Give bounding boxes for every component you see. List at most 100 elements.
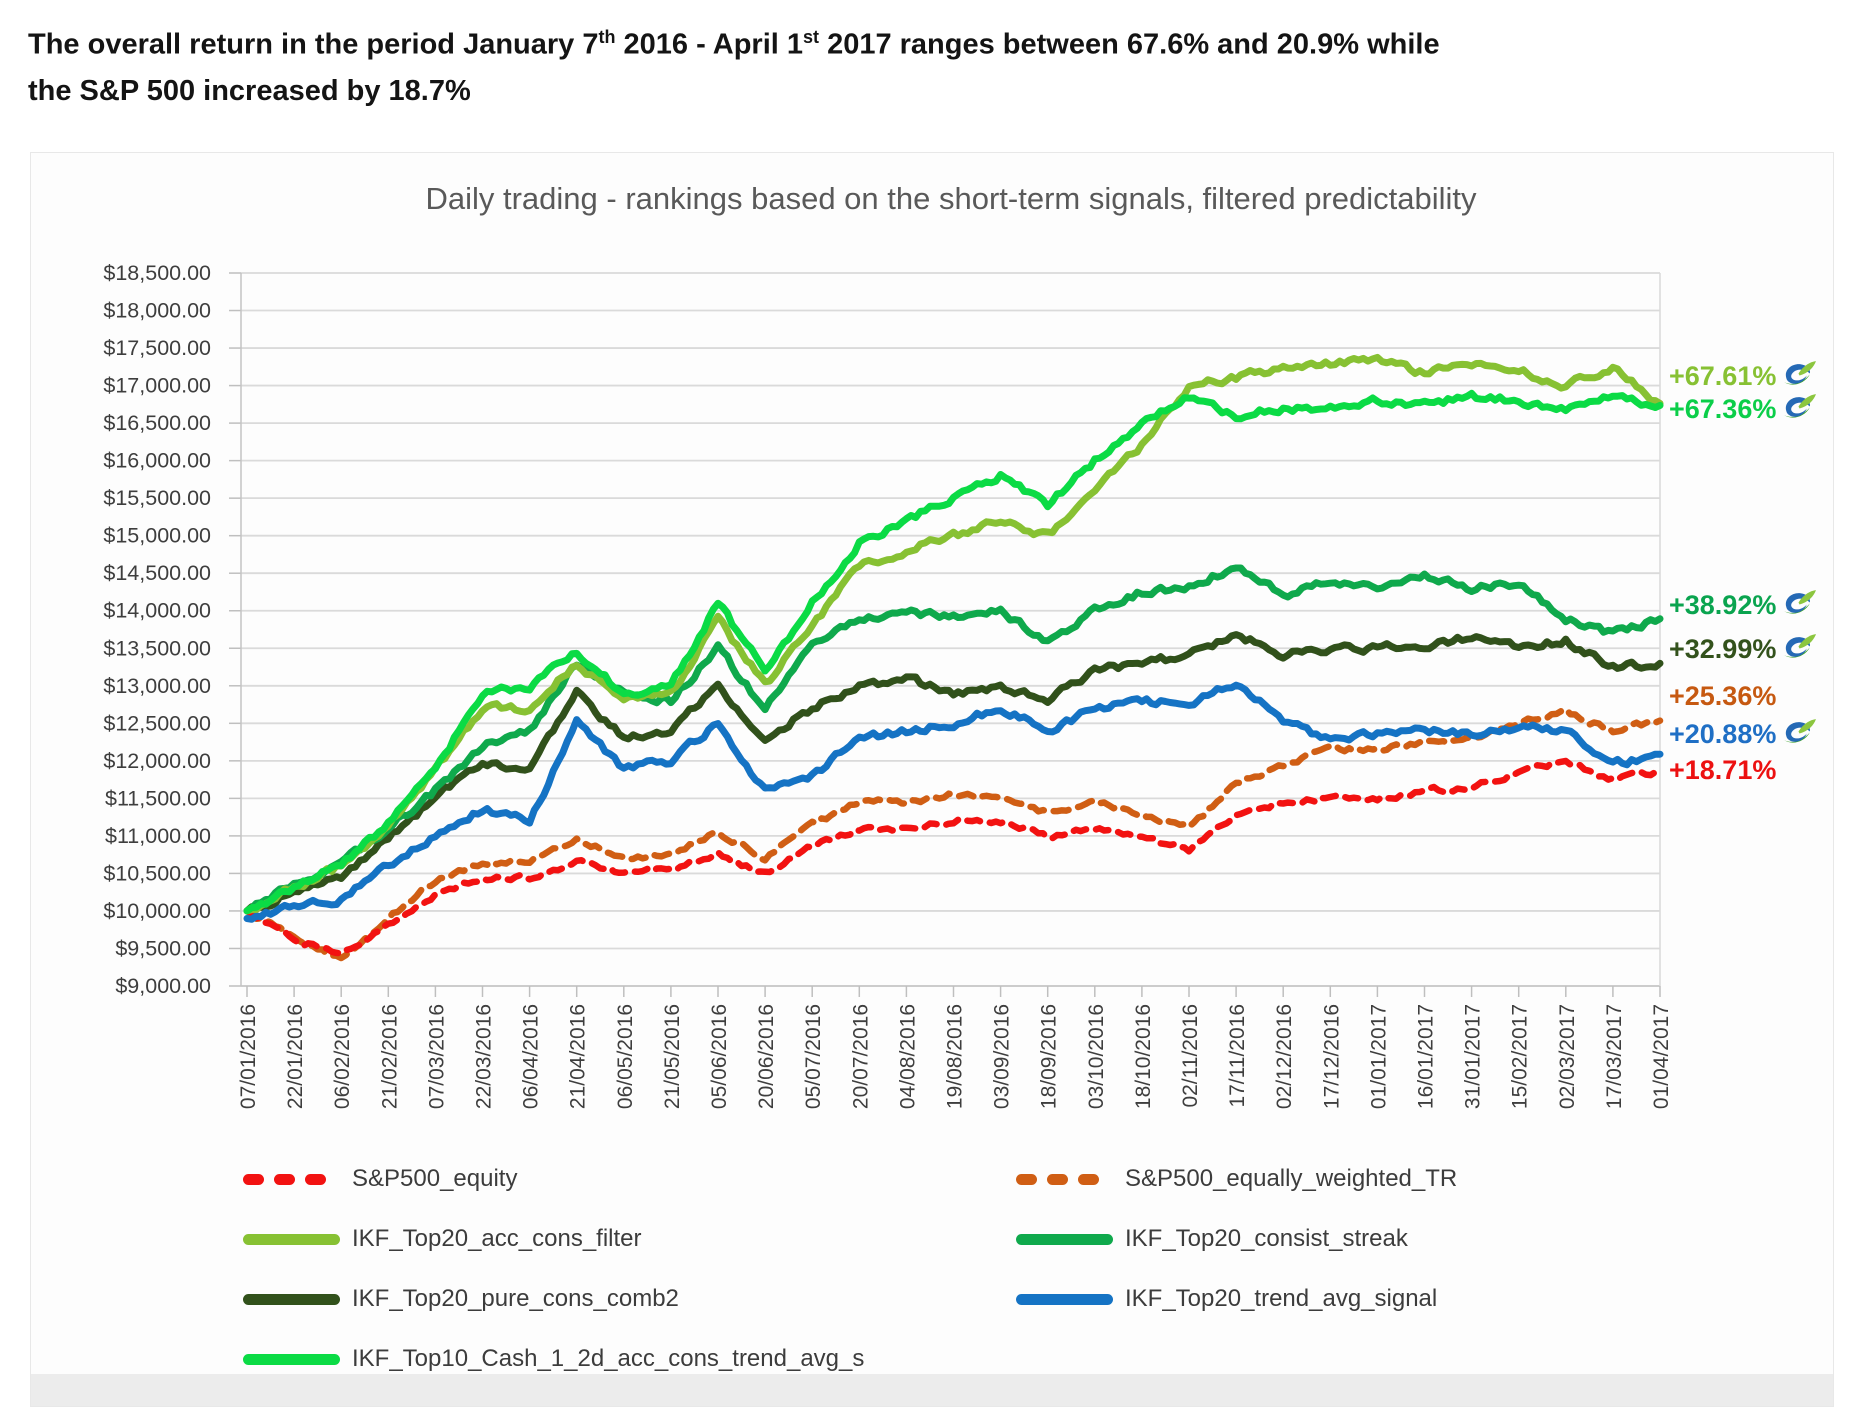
return-annotation-value: +18.71% (1669, 755, 1777, 785)
ikf-logo-icon (1783, 634, 1817, 658)
y-axis-label: $14,500.00 (103, 561, 211, 585)
x-axis-label: 05/07/2016 (802, 1004, 825, 1109)
legend-swatch (243, 1173, 340, 1185)
return-annotation-value: +32.99% (1669, 633, 1777, 664)
y-axis-label: $11,500.00 (105, 786, 211, 810)
x-axis-label: 07/03/2016 (425, 1004, 448, 1109)
x-axis-label: 02/03/2017 (1556, 1004, 1579, 1109)
legend-row: IKF_Top10_Cash_1_2d_acc_cons_trend_avg_s (243, 1329, 1723, 1389)
legend-row: IKF_Top20_pure_cons_comb2 IKF_Top20_tren… (243, 1269, 1723, 1329)
x-axis-label: 22/01/2016 (284, 1004, 307, 1109)
legend-swatch (243, 1233, 340, 1245)
chart-title: Daily trading - rankings based on the sh… (425, 181, 1477, 216)
legend-label: IKF_Top20_trend_avg_signal (1125, 1285, 1438, 1312)
return-annotation: +67.36% (1669, 393, 1817, 424)
series-line-IKF_Top20_trend_avg_signal (243, 681, 1664, 923)
return-annotation: +20.88% (1669, 718, 1817, 749)
legend-label: S&P500_equally_weighted_TR (1125, 1165, 1458, 1192)
x-axis-label: 01/04/2017 (1650, 1004, 1673, 1109)
legend: S&P500_equity S&P500_equally_weighted_TR… (243, 1149, 1723, 1389)
x-axis-label: 02/12/2016 (1273, 1004, 1296, 1109)
x-axis-label: 21/04/2016 (567, 1004, 590, 1109)
x-axis-label: 22/03/2016 (473, 1004, 496, 1109)
x-axis-label: 19/08/2016 (944, 1004, 967, 1109)
x-axis-label: 21/02/2016 (378, 1004, 401, 1109)
ikf-logo-icon (1783, 590, 1817, 614)
ikf-logo-icon (1783, 394, 1817, 418)
y-axis-label: $17,500.00 (103, 336, 211, 360)
series-line-S&P500_equity (243, 757, 1664, 957)
y-axis-label: $18,000.00 (103, 299, 211, 323)
legend-item: S&P500_equally_weighted_TR (1016, 1165, 1457, 1193)
x-axis-label: 17/03/2017 (1603, 1004, 1626, 1109)
y-axis-label: $12,500.00 (103, 711, 211, 735)
return-annotation-value: +67.61% (1669, 360, 1777, 391)
x-axis-label: 18/10/2016 (1132, 1004, 1155, 1109)
x-axis-label: 16/01/2017 (1415, 1004, 1438, 1109)
series-line-IKF_Top20_pure_cons_comb2 (243, 631, 1664, 915)
x-axis-label: 03/09/2016 (991, 1004, 1014, 1109)
legend-swatch (243, 1353, 340, 1365)
legend-swatch (1016, 1173, 1113, 1185)
y-axis-label: $13,000.00 (103, 674, 211, 698)
legend-row: S&P500_equity S&P500_equally_weighted_TR (243, 1149, 1723, 1209)
series-line-S&P500_equally_weighted_TR (243, 705, 1664, 962)
legend-item: S&P500_equity (243, 1165, 1016, 1193)
y-axis-label: $10,000.00 (103, 899, 211, 923)
return-annotation-value: +38.92% (1669, 589, 1777, 620)
y-axis-label: $11,000.00 (105, 824, 211, 848)
return-annotation: +38.92% (1669, 589, 1817, 620)
y-axis-label: $9,000.00 (115, 974, 211, 998)
x-axis-label: 06/04/2016 (520, 1004, 543, 1109)
price-chart: $18,500.00 $18,000.00 $17,500.00 $17,000.00… (103, 261, 1673, 1109)
y-axis-label: $9,500.00 (115, 936, 211, 960)
chart-panel: Daily trading - rankings based on the sh… (30, 152, 1834, 1407)
y-axis-label: $14,000.00 (103, 599, 211, 623)
header-note: The overall return in the period January… (28, 14, 1828, 114)
y-axis-label: $15,000.00 (103, 524, 211, 548)
x-axis-label: 18/09/2016 (1038, 1004, 1061, 1109)
x-axis-label: 04/08/2016 (896, 1004, 919, 1109)
x-axis-label: 20/06/2016 (755, 1004, 778, 1109)
x-axis-label: 05/06/2016 (708, 1004, 731, 1109)
x-axis-label: 02/11/2016 (1179, 1004, 1202, 1108)
return-annotation-value: +25.36% (1669, 681, 1777, 711)
x-axis-label: 07/01/2016 (237, 1004, 260, 1109)
x-axis-label: 06/05/2016 (614, 1004, 637, 1109)
legend-item: IKF_Top20_acc_cons_filter (243, 1225, 1016, 1253)
legend-swatch (1016, 1233, 1113, 1245)
y-axis-label: $17,000.00 (103, 374, 211, 398)
y-axis-label: $16,500.00 (103, 411, 211, 435)
return-annotation: +25.36% (1669, 681, 1776, 711)
legend-label: IKF_Top10_Cash_1_2d_acc_cons_trend_avg_s (352, 1345, 865, 1372)
y-axis-label: $16,000.00 (103, 449, 211, 473)
legend-label: S&P500_equity (352, 1165, 518, 1192)
return-annotation-value: +67.36% (1669, 393, 1777, 424)
x-axis-label: 21/05/2016 (661, 1004, 684, 1109)
legend-row: IKF_Top20_acc_cons_filter IKF_Top20_cons… (243, 1209, 1723, 1269)
series-line-IKF_Top20_consist_streak (243, 564, 1664, 915)
return-annotation: +67.61% (1669, 360, 1817, 391)
legend-item: IKF_Top20_consist_streak (1016, 1225, 1408, 1253)
ikf-logo-icon (1783, 361, 1817, 385)
return-annotation-value: +20.88% (1669, 718, 1777, 749)
header-line-1: The overall return in the period January… (28, 27, 1440, 61)
legend-label: IKF_Top20_pure_cons_comb2 (352, 1285, 679, 1312)
ikf-logo-icon (1783, 719, 1817, 743)
y-axis-label: $15,500.00 (103, 486, 211, 510)
series-line-IKF_Top20_acc_cons_filter (243, 353, 1664, 915)
return-annotation: +18.71% (1669, 755, 1776, 785)
x-axis-label: 31/01/2017 (1462, 1004, 1485, 1109)
x-axis-label: 01/01/2017 (1367, 1004, 1390, 1109)
y-axis-label: $12,000.00 (103, 749, 211, 773)
legend-item: IKF_Top20_trend_avg_signal (1016, 1285, 1437, 1313)
x-axis-label: 17/11/2016 (1226, 1004, 1249, 1108)
legend-item: IKF_Top10_Cash_1_2d_acc_cons_trend_avg_s (243, 1345, 864, 1373)
x-axis-label: 06/02/2016 (331, 1004, 354, 1109)
series-line-IKF_Top10_Cash_1_2d_acc_cons_trend_avg_s (243, 389, 1664, 915)
legend-swatch (1016, 1293, 1113, 1305)
x-axis-label: 20/07/2016 (849, 1004, 872, 1109)
legend-label: IKF_Top20_acc_cons_filter (352, 1225, 642, 1252)
panel-footer-strip (31, 1374, 1833, 1406)
x-axis-label: 17/12/2016 (1320, 1004, 1343, 1109)
